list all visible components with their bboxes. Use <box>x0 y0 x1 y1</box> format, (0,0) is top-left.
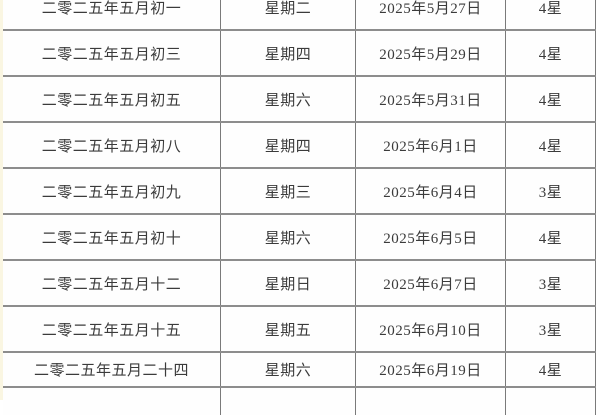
page-left-edge-strip <box>0 0 3 400</box>
gregorian-date-cell: 2025年6月5日 <box>356 215 506 259</box>
lunar-date-cell: 二零二五年五月二十四 <box>3 353 221 386</box>
weekday-cell: 星期四 <box>221 123 356 167</box>
table-row: 二零二五年五月初八 星期四 2025年6月1日 4星 <box>3 123 596 169</box>
weekday-cell: 星期日 <box>221 261 356 305</box>
weekday-cell: 星期二 <box>221 0 356 29</box>
rating-cell: 3星 <box>506 261 596 305</box>
lunar-date-cell <box>3 388 221 415</box>
lunar-date-cell: 二零二五年五月初十 <box>3 215 221 259</box>
weekday-cell: 星期三 <box>221 169 356 213</box>
rating-cell <box>506 388 596 415</box>
lunar-date-cell: 二零二五年五月初三 <box>3 31 221 75</box>
gregorian-date-cell: 2025年6月4日 <box>356 169 506 213</box>
weekday-cell: 星期六 <box>221 215 356 259</box>
weekday-cell: 星期六 <box>221 77 356 121</box>
lunar-date-cell: 二零二五年五月初五 <box>3 77 221 121</box>
lunar-date-cell: 二零二五年五月十二 <box>3 261 221 305</box>
lunar-date-cell: 二零二五年五月初八 <box>3 123 221 167</box>
rating-cell: 3星 <box>506 169 596 213</box>
table-row: 二零二五年五月初十 星期六 2025年6月5日 4星 <box>3 215 596 261</box>
table-row: 二零二五年五月初九 星期三 2025年6月4日 3星 <box>3 169 596 215</box>
gregorian-date-cell <box>356 388 506 415</box>
rating-cell: 4星 <box>506 353 596 386</box>
auspicious-dates-table: 二零二五年五月初一 星期二 2025年5月27日 4星 二零二五年五月初三 星期… <box>3 0 596 415</box>
gregorian-date-cell: 2025年6月7日 <box>356 261 506 305</box>
gregorian-date-cell: 2025年6月10日 <box>356 307 506 351</box>
gregorian-date-cell: 2025年5月31日 <box>356 77 506 121</box>
weekday-cell <box>221 388 356 415</box>
weekday-cell: 星期六 <box>221 353 356 386</box>
lunar-date-cell: 二零二五年五月十五 <box>3 307 221 351</box>
rating-cell: 4星 <box>506 215 596 259</box>
table-row: 二零二五年五月初五 星期六 2025年5月31日 4星 <box>3 77 596 123</box>
gregorian-date-cell: 2025年5月29日 <box>356 31 506 75</box>
table-row: 二零二五年五月初三 星期四 2025年5月29日 4星 <box>3 31 596 77</box>
rating-cell: 4星 <box>506 77 596 121</box>
gregorian-date-cell: 2025年6月1日 <box>356 123 506 167</box>
weekday-cell: 星期四 <box>221 31 356 75</box>
lunar-date-cell: 二零二五年五月初九 <box>3 169 221 213</box>
rating-cell: 4星 <box>506 0 596 29</box>
lunar-date-cell: 二零二五年五月初一 <box>3 0 221 29</box>
table-row: 二零二五年五月二十四 星期六 2025年6月19日 4星 <box>3 353 596 388</box>
rating-cell: 3星 <box>506 307 596 351</box>
gregorian-date-cell: 2025年5月27日 <box>356 0 506 29</box>
rating-cell: 4星 <box>506 31 596 75</box>
table-row: 二零二五年五月十五 星期五 2025年6月10日 3星 <box>3 307 596 353</box>
gregorian-date-cell: 2025年6月19日 <box>356 353 506 386</box>
table-row-partial <box>3 388 596 415</box>
rating-cell: 4星 <box>506 123 596 167</box>
table-row: 二零二五年五月十二 星期日 2025年6月7日 3星 <box>3 261 596 307</box>
weekday-cell: 星期五 <box>221 307 356 351</box>
table-row: 二零二五年五月初一 星期二 2025年5月27日 4星 <box>3 0 596 31</box>
